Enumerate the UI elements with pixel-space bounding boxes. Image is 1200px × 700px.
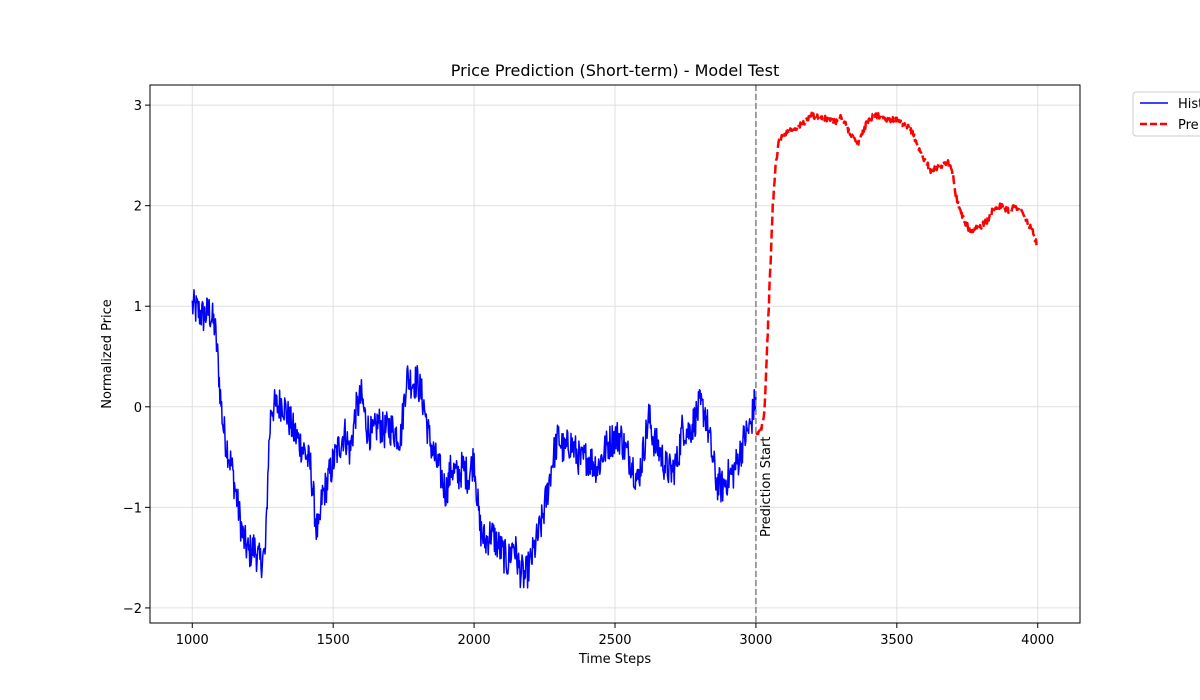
y-tick-label: −1 — [123, 501, 142, 516]
y-tick-label: 0 — [134, 401, 142, 416]
x-tick-label: 1000 — [176, 633, 209, 648]
legend-label: Hist — [1178, 97, 1200, 112]
y-axis-ticks: −2 −1 0 1 2 3 — [123, 99, 150, 617]
y-tick-label: 2 — [134, 200, 142, 215]
prediction-marker: Prediction Start — [755, 85, 774, 623]
x-axis-ticks: 1000 1500 2000 2500 3000 3500 4000 — [176, 623, 1054, 648]
x-tick-label: 2000 — [458, 633, 491, 648]
prediction-start-label: Prediction Start — [759, 437, 774, 537]
series-layer — [191, 111, 1039, 589]
x-tick-label: 2500 — [598, 633, 631, 648]
series-line-historical — [191, 289, 757, 589]
legend-label: Pre — [1178, 118, 1199, 133]
y-tick-label: −2 — [123, 602, 142, 617]
y-tick-label: 3 — [134, 99, 142, 114]
chart-title: Price Prediction (Short-term) - Model Te… — [451, 61, 779, 80]
x-tick-label: 3000 — [739, 633, 772, 648]
grid-lines — [150, 85, 1080, 623]
x-tick-label: 1500 — [317, 633, 350, 648]
y-tick-label: 1 — [134, 300, 142, 315]
series-line-prediction — [755, 111, 1039, 436]
x-tick-label: 3500 — [880, 633, 913, 648]
x-tick-label: 4000 — [1021, 633, 1054, 648]
legend: Hist Pre — [1132, 91, 1200, 137]
y-axis-label: Normalized Price — [100, 299, 115, 409]
x-axis-label: Time Steps — [578, 652, 652, 667]
